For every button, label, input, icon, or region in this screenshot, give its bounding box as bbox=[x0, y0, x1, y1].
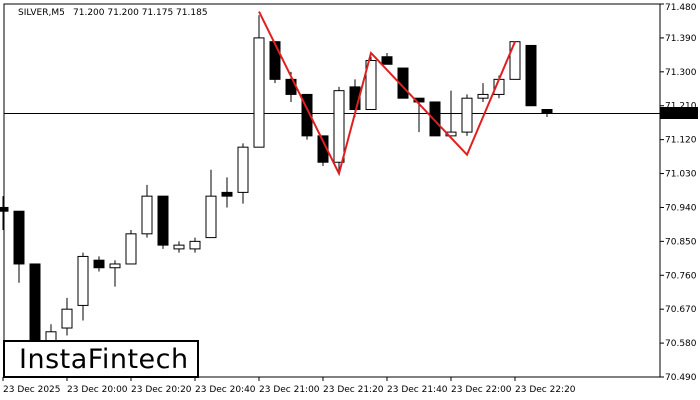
candle bbox=[13, 210, 25, 283]
bull-candle-body bbox=[205, 195, 217, 239]
bull-candle-body bbox=[461, 97, 473, 133]
candle bbox=[221, 177, 233, 208]
x-tick-label: 23 Dec 22:20 bbox=[515, 385, 576, 395]
candle bbox=[541, 108, 553, 118]
y-tick-label: 70.760 bbox=[665, 271, 697, 281]
x-tick-label: 23 Dec 22:00 bbox=[451, 385, 512, 395]
bear-candle-body bbox=[381, 56, 393, 65]
bear-candle-body bbox=[301, 93, 313, 137]
bull-candle-body bbox=[61, 308, 73, 329]
candle bbox=[461, 94, 473, 136]
current-price-value: 71.185 bbox=[664, 110, 696, 120]
candle bbox=[445, 90, 457, 137]
bear-candle-body bbox=[429, 101, 441, 137]
y-tick-label: 71.030 bbox=[665, 170, 697, 180]
triple-top-pattern-line bbox=[258, 11, 516, 177]
symbol-label: SILVER,M5 bbox=[18, 8, 65, 18]
candle bbox=[109, 260, 121, 287]
y-tick-label: 70.580 bbox=[665, 339, 697, 349]
bear-candle-body bbox=[221, 191, 233, 197]
bull-candle-body bbox=[445, 131, 457, 137]
y-tick-label: 70.940 bbox=[665, 203, 697, 213]
candle bbox=[61, 297, 73, 336]
current-price-tag: 71.185 bbox=[660, 107, 698, 120]
candle bbox=[0, 196, 9, 231]
candle bbox=[429, 101, 441, 137]
y-tick-label: 71.210 bbox=[665, 102, 697, 112]
x-tick-label: 23 Dec 2025 bbox=[3, 385, 61, 395]
candle bbox=[477, 83, 489, 102]
candle bbox=[141, 184, 153, 238]
candle bbox=[77, 252, 89, 321]
bull-candle-body bbox=[237, 146, 249, 193]
y-tick-label: 70.670 bbox=[665, 305, 697, 315]
x-tick-label: 23 Dec 20:40 bbox=[195, 385, 256, 395]
bear-candle-body bbox=[13, 210, 25, 265]
x-tick-label: 23 Dec 21:40 bbox=[387, 385, 448, 395]
candle bbox=[205, 169, 217, 239]
candle bbox=[173, 241, 185, 253]
bear-candle-body bbox=[413, 97, 425, 103]
bull-candle-body bbox=[77, 255, 89, 306]
x-tick-label: 23 Dec 20:00 bbox=[67, 385, 128, 395]
candle bbox=[157, 195, 169, 249]
bull-candle-body bbox=[253, 37, 265, 148]
candle bbox=[189, 237, 201, 253]
candle bbox=[525, 44, 537, 107]
bull-candle-body bbox=[509, 41, 521, 80]
candle bbox=[333, 86, 345, 174]
candle bbox=[125, 230, 137, 265]
y-tick-label: 71.300 bbox=[665, 68, 697, 78]
candle bbox=[365, 56, 377, 110]
bull-candle-body bbox=[189, 240, 201, 250]
bull-candle-body bbox=[141, 195, 153, 235]
bear-candle-body bbox=[0, 206, 9, 212]
y-tick-label: 71.390 bbox=[665, 34, 697, 44]
instafintech-logo: InstaFintech bbox=[3, 340, 199, 378]
x-tick-label: 23 Dec 20:20 bbox=[131, 385, 192, 395]
bear-candle-body bbox=[541, 108, 553, 114]
candle bbox=[397, 67, 409, 99]
bull-candle-body bbox=[109, 263, 121, 269]
candle bbox=[253, 15, 265, 148]
x-tick-label: 23 Dec 21:00 bbox=[259, 385, 320, 395]
candles bbox=[0, 15, 553, 367]
bear-candle-body bbox=[525, 44, 537, 107]
plot-area bbox=[3, 3, 661, 378]
y-axis: 71.480 71.390 71.300 71.210 71.120 71.030 70.9… bbox=[660, 3, 697, 383]
bull-candle-body bbox=[333, 90, 345, 163]
bull-candle-body bbox=[125, 233, 137, 265]
y-tick-label: 71.120 bbox=[665, 136, 697, 146]
bull-candle-body bbox=[365, 60, 377, 110]
bear-candle-body bbox=[157, 195, 169, 246]
x-axis: 23 Dec 2025 23 Dec 20:00 23 Dec 20:20 23 De… bbox=[2, 377, 576, 395]
bear-candle-body bbox=[93, 259, 105, 269]
bull-candle-body bbox=[173, 244, 185, 250]
candle bbox=[269, 41, 281, 84]
candle bbox=[381, 52, 393, 65]
candle bbox=[237, 143, 249, 204]
ohlc-readout: 71.200 71.200 71.175 71.185 bbox=[73, 8, 208, 18]
bear-candle-body bbox=[397, 67, 409, 99]
logo-text: InstaFintech bbox=[19, 343, 189, 375]
y-tick-label: 70.850 bbox=[665, 237, 697, 247]
x-tick-label: 23 Dec 21:20 bbox=[323, 385, 384, 395]
bull-candle-body bbox=[477, 93, 489, 99]
y-tick-label: 71.480 bbox=[665, 3, 697, 13]
bear-candle-body bbox=[269, 41, 281, 80]
y-tick-label: 70.490 bbox=[665, 373, 697, 383]
candle bbox=[301, 93, 313, 140]
candle bbox=[509, 41, 521, 80]
candle bbox=[93, 256, 105, 272]
